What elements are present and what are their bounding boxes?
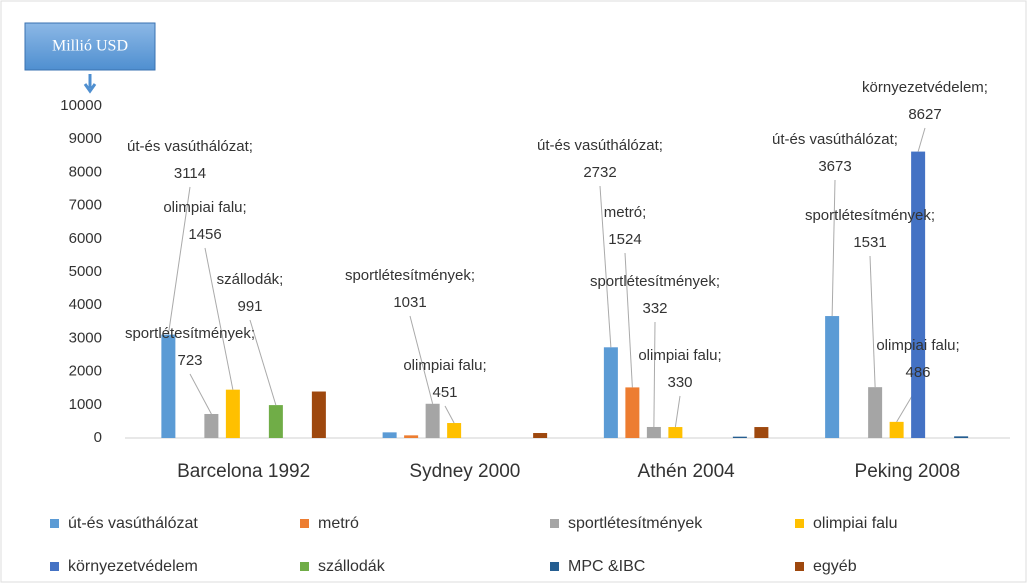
bar [161, 334, 176, 438]
legend-label: MPC &IBC [568, 558, 645, 575]
y-tick-label: 6000 [69, 230, 102, 247]
bar [646, 426, 661, 438]
legend-label: sportlétesítmények [568, 515, 703, 532]
legend-label: metró [318, 515, 359, 532]
bar [954, 436, 969, 438]
data-label: metró; 1524 [603, 204, 647, 248]
bar [404, 435, 419, 438]
data-label: sportlétesítmények; 1531 [804, 207, 936, 251]
y-tick-label: 2000 [69, 363, 102, 380]
leader-line [653, 321, 656, 427]
data-label: olimpiai falu; 486 [876, 337, 960, 381]
y-tick-label: 1000 [69, 396, 102, 413]
bar [533, 433, 548, 438]
bar [268, 405, 283, 438]
leader-line [831, 179, 836, 317]
bar [732, 436, 747, 438]
y-tick-label: 8000 [69, 163, 102, 180]
data-label: út-és vasúthálózat; 3673 [772, 131, 898, 175]
y-axis-label: Millió USD [52, 38, 128, 55]
data-label: olimpiai falu; 330 [638, 347, 722, 391]
leader-line [917, 127, 926, 152]
ylabel-box [24, 22, 156, 71]
data-label: olimpiai falu; 1456 [163, 199, 247, 243]
leader-line [869, 255, 876, 388]
leader-line [599, 185, 612, 348]
data-label: út-és vasúthálózat; 2732 [537, 137, 663, 181]
bar [825, 316, 840, 438]
bar [889, 421, 904, 438]
x-tick-label: Barcelona 1992 [177, 461, 310, 482]
ylabel-arrow [83, 74, 97, 94]
legend-swatch [300, 562, 309, 571]
leader-line [204, 247, 234, 390]
data-label: sportlétesítmények; 1031 [344, 267, 476, 311]
y-tick-label: 5000 [69, 263, 102, 280]
data-label: sportlétesítmények; 332 [589, 273, 721, 317]
leader-line [167, 186, 191, 335]
data-label: sportlétesítmények; 723 [124, 325, 256, 369]
bar [911, 151, 926, 438]
x-tick-label: Athén 2004 [638, 461, 736, 482]
legend-label: út-és vasúthálózat [68, 515, 198, 532]
legend-swatch [300, 519, 309, 528]
data-label: szállodák; 991 [216, 271, 284, 315]
bar [311, 391, 326, 438]
leader-line [249, 319, 277, 406]
x-tick-label: Peking 2008 [855, 461, 961, 482]
legend-label: szállodák [318, 558, 386, 575]
data-label: környezetvédelem; 8627 [862, 79, 988, 123]
legend-swatch [50, 519, 59, 528]
bar [204, 413, 219, 438]
legend-label: olimpiai falu [813, 515, 897, 532]
leader-line [189, 373, 212, 415]
x-tick-label: Sydney 2000 [409, 461, 520, 482]
legend-swatch [550, 562, 559, 571]
legend-swatch [795, 562, 804, 571]
y-tick-label: 10000 [60, 97, 102, 114]
legend-swatch [50, 562, 59, 571]
leader-line [624, 252, 633, 388]
y-tick-label: 3000 [69, 329, 102, 346]
bar [668, 427, 683, 438]
bar [868, 387, 883, 438]
leader-line [444, 405, 455, 424]
leader-line [409, 315, 434, 404]
y-tick-label: 7000 [69, 197, 102, 214]
bar [754, 427, 769, 438]
y-tick-label: 0 [94, 429, 102, 446]
bar [447, 423, 462, 438]
legend-label: egyéb [813, 558, 857, 575]
bar [625, 387, 640, 438]
legend-label: környezetvédelem [68, 558, 198, 575]
bar [225, 389, 240, 438]
bar [603, 347, 618, 438]
legend-swatch [795, 519, 804, 528]
data-label: út-és vasúthálózat; 3114 [127, 138, 253, 182]
bar [382, 432, 397, 438]
y-tick-label: 4000 [69, 296, 102, 313]
y-tick-label: 9000 [69, 130, 102, 147]
legend-swatch [550, 519, 559, 528]
leader-line [674, 395, 681, 428]
bar [425, 403, 440, 438]
data-label: olimpiai falu; 451 [403, 357, 487, 401]
